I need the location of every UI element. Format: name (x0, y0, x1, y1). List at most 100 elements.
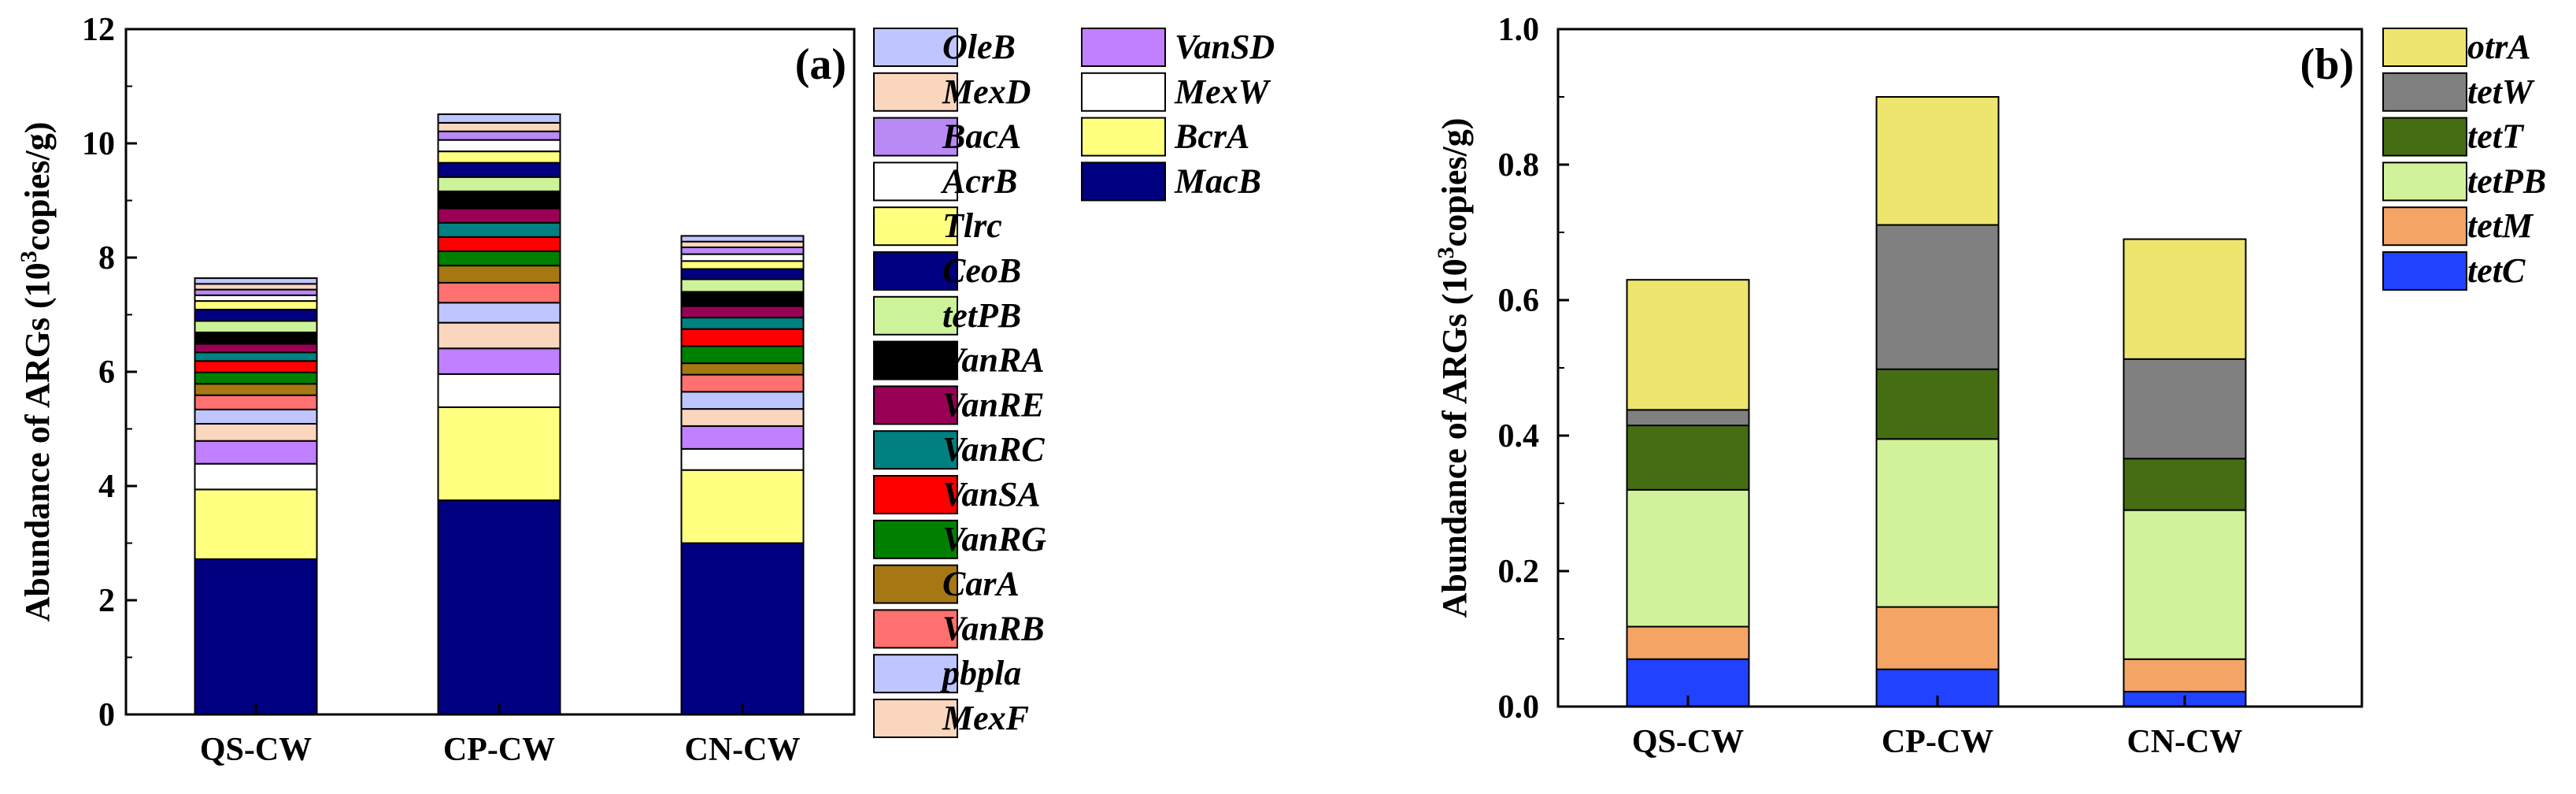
bar-segment-MexD-CN-CW (680, 240, 805, 248)
bar-segment-tetPB-CN-CW (2123, 509, 2247, 660)
panel-label: (a) (795, 40, 846, 89)
y-tick-label: 12 (82, 12, 115, 48)
legend-label-AcrB: AcrB (940, 161, 1017, 200)
y-axis-title-superscript: 3 (1433, 247, 1459, 258)
bar-segment-tetM-CN-CW (2123, 658, 2247, 693)
y-tick-label: 4 (98, 469, 115, 505)
bar-segment-tetPB-CP-CW (1875, 438, 2000, 608)
legend-swatch-BcrA (1081, 117, 1166, 157)
bar-segment-tetW-CP-CW (1875, 224, 2000, 370)
bar-segment-AcrB-CN-CW (680, 253, 805, 262)
bar-segment-BcrA-CN-CW (680, 469, 805, 544)
y-axis-title-superscript: 3 (16, 250, 42, 262)
y-tick-label: 1.0 (1498, 12, 1540, 48)
legend-label-OleB: OleB (942, 28, 1016, 66)
bar-segment-tetT-CN-CW (2123, 458, 2247, 511)
panel-a-chart: 0 2 4 6 8 10 12 QS-CW CP-CW CN-CW Abundance of ARG… (16, 12, 1275, 768)
bar-segment-pbpla-QS-CW (194, 408, 318, 425)
bar-segment-CeoB-CP-CW (437, 161, 561, 178)
bar-segment-OleB-QS-CW (194, 277, 318, 285)
bar-segment-tetW-CN-CW (2123, 358, 2247, 460)
bar-segment-VanRE-QS-CW (194, 343, 318, 354)
legend-swatch-OleB (873, 28, 958, 67)
bar-segment-VanSA-CN-CW (680, 328, 805, 347)
legend-label-VanSA: VanSA (942, 475, 1041, 514)
legend-label-VanRG: VanRG (942, 520, 1046, 558)
legend-label-MexD: MexD (942, 72, 1031, 111)
legend-swatch-BacA (873, 117, 958, 157)
y-tick-label: 2 (98, 583, 115, 619)
bar-segment-tetPB-CP-CW (437, 176, 561, 192)
legend-label-VanRB: VanRB (942, 609, 1045, 647)
bar-segment-VanSA-CP-CW (437, 236, 561, 253)
legend-label-CeoB: CeoB (942, 251, 1021, 290)
bar-segment-pbpla-CP-CW (437, 302, 561, 324)
bar-segment-BacA-QS-CW (194, 288, 318, 296)
bar-segment-CarA-CN-CW (680, 362, 805, 376)
bar-segment-BcrA-QS-CW (194, 488, 318, 560)
legend-swatch-MexW (1081, 72, 1166, 112)
legend-label-VanRC: VanRC (942, 430, 1045, 469)
legend-label-BacA: BacA (942, 117, 1021, 156)
bar-segment-VanRA-CP-CW (437, 190, 561, 210)
bar-segment-MexD-QS-CW (194, 283, 318, 291)
bar-segment-VanSD-CP-CW (437, 347, 561, 375)
legend-swatch-tetPB (873, 295, 958, 336)
bar-segment-VanRG-CN-CW (680, 345, 805, 365)
bar-segment-MexW-CN-CW (680, 447, 805, 471)
legend-swatch-CeoB (873, 251, 958, 291)
bar-segment-otrA-CN-CW (2123, 238, 2247, 360)
y-tick-label: 8 (98, 240, 115, 276)
bar-segment-VanRB-CP-CW (437, 281, 561, 304)
bar-segment-VanRG-CP-CW (437, 250, 561, 267)
bar-segment-OleB-CN-CW (680, 235, 805, 243)
bar-segment-MexW-CP-CW (437, 373, 561, 408)
bar-segment-tetM-QS-CW (1626, 625, 1750, 660)
bar-segment-MexW-QS-CW (194, 462, 318, 491)
panel-label: (b) (2300, 40, 2354, 89)
legend-swatch-VanRA (873, 340, 958, 380)
bar-segment-tetPB-QS-CW (1626, 488, 1750, 628)
panel-b-chart: 0.0 0.2 0.4 0.6 0.8 1.0 QS-CW CP-CW CN-CW Abundan… (1433, 12, 2546, 760)
bar-segment-CarA-QS-CW (194, 383, 318, 396)
legend-swatch-VanSD (1081, 28, 1166, 67)
y-axis-title: Abundance of ARGs (103copies/g) (1433, 118, 1474, 618)
bar-segment-Tlrc-CP-CW (437, 150, 561, 164)
bar-segment-VanRC-QS-CW (194, 351, 318, 362)
y-tick-label: 0.0 (1498, 689, 1540, 725)
legend-swatch-MexF (873, 699, 958, 738)
legend-swatch-MexD (873, 72, 958, 112)
legend: otrA tetW tetT tetPB tetM tetC (2382, 28, 2546, 291)
x-tick-label: CP-CW (443, 732, 555, 768)
legend-swatch-VanRB (873, 609, 958, 649)
bar-segment-tetM-CP-CW (1875, 606, 2000, 670)
legend-label-VanSD: VanSD (1175, 28, 1275, 66)
legend-label-CarA: CarA (942, 565, 1020, 603)
y-axis-title-tail: copies/g) (18, 122, 57, 251)
x-tick-label: CP-CW (1882, 724, 1993, 760)
legend-label-tetT: tetT (2467, 117, 2525, 156)
bar-segment-MexD-CP-CW (437, 121, 561, 132)
bar-segment-VanRB-CN-CW (680, 373, 805, 393)
bar-segment-MexF-CN-CW (680, 408, 805, 427)
bar-segment-tetPB-QS-CW (194, 320, 318, 333)
legend-swatch-VanRG (873, 519, 958, 559)
legend-swatch-CarA (873, 564, 958, 604)
bar-segment-BacA-CP-CW (437, 130, 561, 141)
bar-segment-MacB-CN-CW (680, 542, 805, 715)
legend-label-tetW: tetW (2467, 72, 2535, 111)
legend-label-otrA: otrA (2467, 28, 2531, 66)
legend-swatch-MacB (1081, 161, 1166, 202)
legend-swatch-tetPB (2382, 161, 2467, 202)
bar-segment-VanRA-QS-CW (194, 331, 318, 345)
bar-segment-otrA-QS-CW (1626, 279, 1750, 411)
y-axis-title-tail: copies/g) (1435, 118, 1474, 247)
legend-label-Tlrc: Tlrc (942, 206, 1002, 245)
legend-swatch-tetC (2382, 251, 2467, 291)
bar-segment-VanSD-QS-CW (194, 440, 318, 465)
legend-label-MexW: MexW (1174, 72, 1271, 111)
legend-label-VanRA: VanRA (942, 341, 1045, 380)
y-axis-title: Abundance of ARGs (103copies/g) (16, 122, 57, 622)
bar-segment-VanRE-CN-CW (680, 305, 805, 319)
bar-segment-tetPB-CN-CW (680, 278, 805, 293)
